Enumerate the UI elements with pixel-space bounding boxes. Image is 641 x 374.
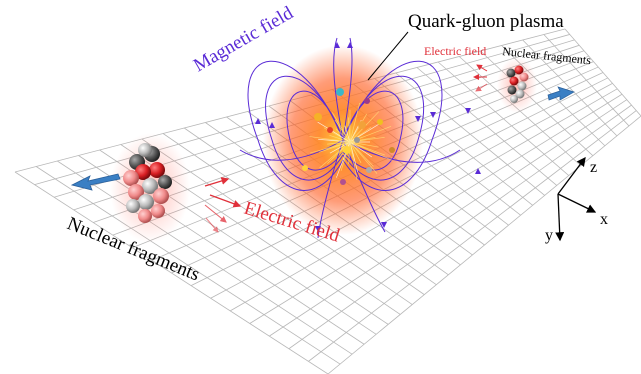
particle-streak: [317, 121, 351, 143]
particle-streak: [349, 113, 368, 143]
right-electric-field-arrows: [473, 64, 488, 92]
left-momentum-arrow: [70, 173, 121, 191]
grid-line: [249, 93, 623, 324]
grid-line: [229, 88, 618, 312]
particle-streak: [349, 141, 378, 174]
particle-streak: [344, 125, 351, 143]
particle-streak: [327, 141, 351, 145]
electric-field-label-top: Electric field: [424, 44, 486, 58]
right-nuclear-fragments: [497, 57, 537, 113]
particle-streak: [335, 128, 351, 143]
particle-streak: [349, 141, 358, 180]
right-momentum-arrow: [547, 86, 575, 101]
particle-streak: [349, 141, 393, 161]
axis-y-label: y: [545, 227, 553, 244]
particle-streak: [349, 102, 361, 143]
qgp-leader-line: [367, 31, 409, 81]
particle-streak: [309, 136, 351, 143]
magnetic-field-arrowheads: [255, 42, 481, 232]
grid-line: [288, 104, 632, 350]
grid-line: [327, 115, 641, 374]
coordinate-axes: [555, 156, 597, 242]
grid-line: [210, 83, 613, 299]
qgp-label: Quark-gluon plasma: [408, 11, 564, 32]
particle-streak: [319, 141, 351, 169]
particle-streak: [329, 135, 351, 143]
plasma-particles: [302, 88, 395, 185]
particle-streak: [331, 112, 351, 143]
left-nuclear-fragments: [110, 133, 190, 243]
particle-streak: [349, 141, 362, 164]
particle-streak: [309, 141, 351, 154]
grid-line: [308, 110, 637, 362]
left-electric-field-arrows: [204, 177, 242, 233]
particle-streak: [349, 141, 372, 158]
grid-line: [269, 99, 627, 337]
magnetic-field-label: Magnetic field: [190, 2, 297, 76]
particle-streak: [329, 141, 351, 154]
particle-streak: [349, 141, 379, 148]
axis-z-label: z: [590, 159, 597, 176]
axis-x-label: x: [600, 211, 608, 228]
